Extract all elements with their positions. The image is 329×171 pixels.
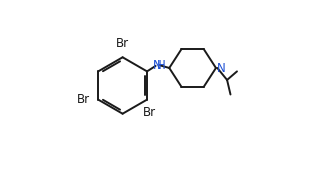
Text: Br: Br — [116, 37, 129, 50]
Text: H: H — [157, 59, 165, 72]
Text: Br: Br — [143, 106, 156, 119]
Text: Br: Br — [77, 93, 89, 106]
Text: N: N — [153, 59, 162, 72]
Text: N: N — [217, 62, 226, 75]
